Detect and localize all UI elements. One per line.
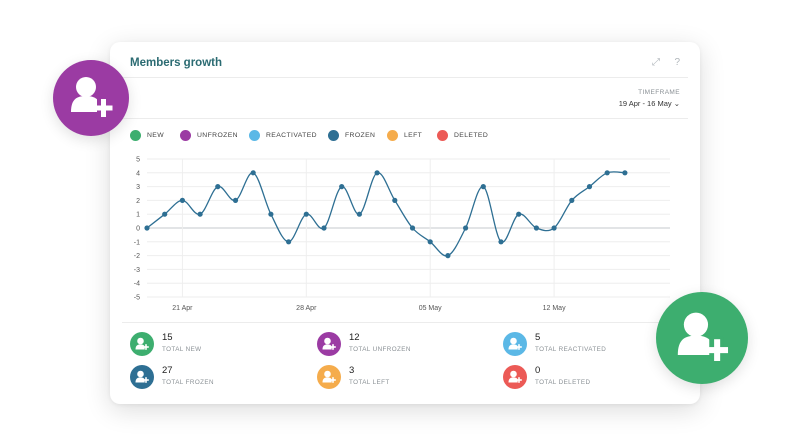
data-point[interactable]: [356, 211, 362, 217]
stats-divider: [122, 322, 688, 323]
data-point[interactable]: [303, 211, 309, 217]
legend-label-reactivated: REACTIVATED: [266, 132, 317, 139]
data-point[interactable]: [551, 225, 557, 231]
y-tick-label: -2: [134, 253, 140, 260]
stat-icon-deleted: [503, 365, 527, 389]
stat-label-new: TOTAL NEW: [162, 346, 202, 353]
y-tick-label: -1: [134, 239, 140, 246]
stat-icon-left: [317, 365, 341, 389]
data-point[interactable]: [445, 253, 451, 259]
y-tick-label: 3: [136, 184, 140, 191]
card-title: Members growth: [130, 57, 223, 69]
x-tick-label: 05 May: [419, 305, 442, 312]
data-point[interactable]: [339, 184, 345, 190]
data-point[interactable]: [232, 197, 239, 203]
data-point[interactable]: [286, 239, 292, 245]
data-point[interactable]: [250, 170, 256, 176]
x-tick-label: 21 Apr: [172, 305, 193, 312]
legend-label-unfrozen: UNFROZEN: [197, 132, 238, 139]
stat-value-left: 3: [349, 365, 355, 376]
legend-dot-new: [130, 130, 141, 141]
data-point[interactable]: [480, 184, 486, 190]
data-point[interactable]: [516, 211, 522, 217]
y-tick-label: -3: [134, 267, 140, 274]
data-point[interactable]: [409, 225, 416, 231]
stat-icon-frozen: [130, 365, 154, 389]
timeframe-dropdown[interactable]: 19 Apr - 16 May ⌄: [618, 99, 680, 108]
data-point[interactable]: [586, 184, 593, 190]
stat-value-new: 15: [162, 332, 173, 343]
legend-dot-deleted: [437, 130, 448, 141]
data-point[interactable]: [622, 170, 628, 176]
stat-value-unfrozen: 12: [349, 332, 360, 343]
expand-icon[interactable]: ⤢: [652, 57, 660, 68]
stat-value-reactivated: 5: [535, 332, 541, 343]
green-add-user-badge: [656, 292, 748, 384]
data-point[interactable]: [392, 197, 398, 203]
help-icon[interactable]: ?: [674, 57, 680, 68]
add-user-icon: [677, 312, 729, 361]
data-point[interactable]: [162, 211, 168, 217]
y-tick-label: 2: [136, 198, 140, 205]
data-point[interactable]: [179, 197, 185, 203]
stat-value-frozen: 27: [162, 365, 173, 376]
y-tick-label: 4: [136, 170, 140, 177]
header-divider: [122, 77, 688, 78]
legend-dot-reactivated: [249, 130, 260, 141]
series-line: [146, 171, 625, 257]
data-point[interactable]: [321, 225, 327, 231]
data-point[interactable]: [374, 170, 380, 176]
legend-item-left[interactable]: LEFT: [387, 130, 422, 141]
legend-label-frozen: FROZEN: [345, 132, 376, 139]
stat-label-unfrozen: TOTAL UNFROZEN: [349, 346, 411, 353]
legend-label-deleted: DELETED: [454, 132, 489, 139]
legend-dot-unfrozen: [180, 130, 191, 141]
add-user-icon: [71, 77, 113, 117]
legend-dot-left: [387, 130, 398, 141]
data-point[interactable]: [215, 184, 221, 190]
data-point[interactable]: [197, 211, 203, 217]
legend-item-new[interactable]: NEW: [130, 130, 164, 141]
y-tick-label: -4: [134, 281, 140, 288]
y-tick-label: 0: [136, 226, 140, 233]
data-point[interactable]: [533, 225, 539, 231]
x-tick-label: 28 Apr: [296, 305, 317, 312]
legend-item-reactivated[interactable]: REACTIVATED: [249, 130, 317, 141]
stat-icon-reactivated: [503, 332, 527, 356]
legend-item-deleted[interactable]: DELETED: [437, 130, 488, 141]
y-tick-label: 1: [136, 212, 140, 219]
data-point[interactable]: [427, 239, 433, 245]
stat-icon-new: [130, 332, 154, 356]
members-growth-card: Members growth ⤢ ? TIMEFRAME 19 Apr - 16…: [110, 42, 700, 404]
data-point[interactable]: [144, 225, 150, 231]
legend-item-frozen[interactable]: FROZEN: [328, 130, 375, 141]
stat-label-reactivated: TOTAL REACTIVATED: [535, 346, 607, 353]
legend-dot-frozen: [328, 130, 339, 141]
timeframe-divider: [122, 118, 688, 119]
timeframe-label: TIMEFRAME: [638, 89, 680, 96]
stat-label-left: TOTAL LEFT: [349, 379, 390, 386]
data-point[interactable]: [463, 225, 469, 231]
data-point[interactable]: [498, 239, 504, 245]
stat-label-frozen: TOTAL FROZEN: [162, 379, 214, 386]
y-tick-label: -5: [134, 295, 140, 302]
members-growth-chart: 5 4 3 2 1 0 -1 -2 -3 -4 -5 21 Apr 28 Apr 05 May 12 May: [134, 157, 670, 312]
stat-icon-unfrozen: [317, 332, 341, 356]
x-tick-label: 12 May: [543, 305, 566, 312]
legend-label-new: NEW: [147, 132, 165, 139]
stat-label-deleted: TOTAL DELETED: [535, 379, 591, 386]
legend-item-unfrozen[interactable]: UNFROZEN: [180, 130, 238, 141]
data-point[interactable]: [268, 211, 274, 217]
data-point[interactable]: [604, 170, 610, 176]
stat-value-deleted: 0: [535, 365, 541, 376]
legend-label-left: LEFT: [404, 132, 423, 139]
y-tick-label: 5: [136, 157, 140, 164]
purple-add-user-badge: [53, 60, 129, 136]
data-point[interactable]: [569, 197, 575, 203]
